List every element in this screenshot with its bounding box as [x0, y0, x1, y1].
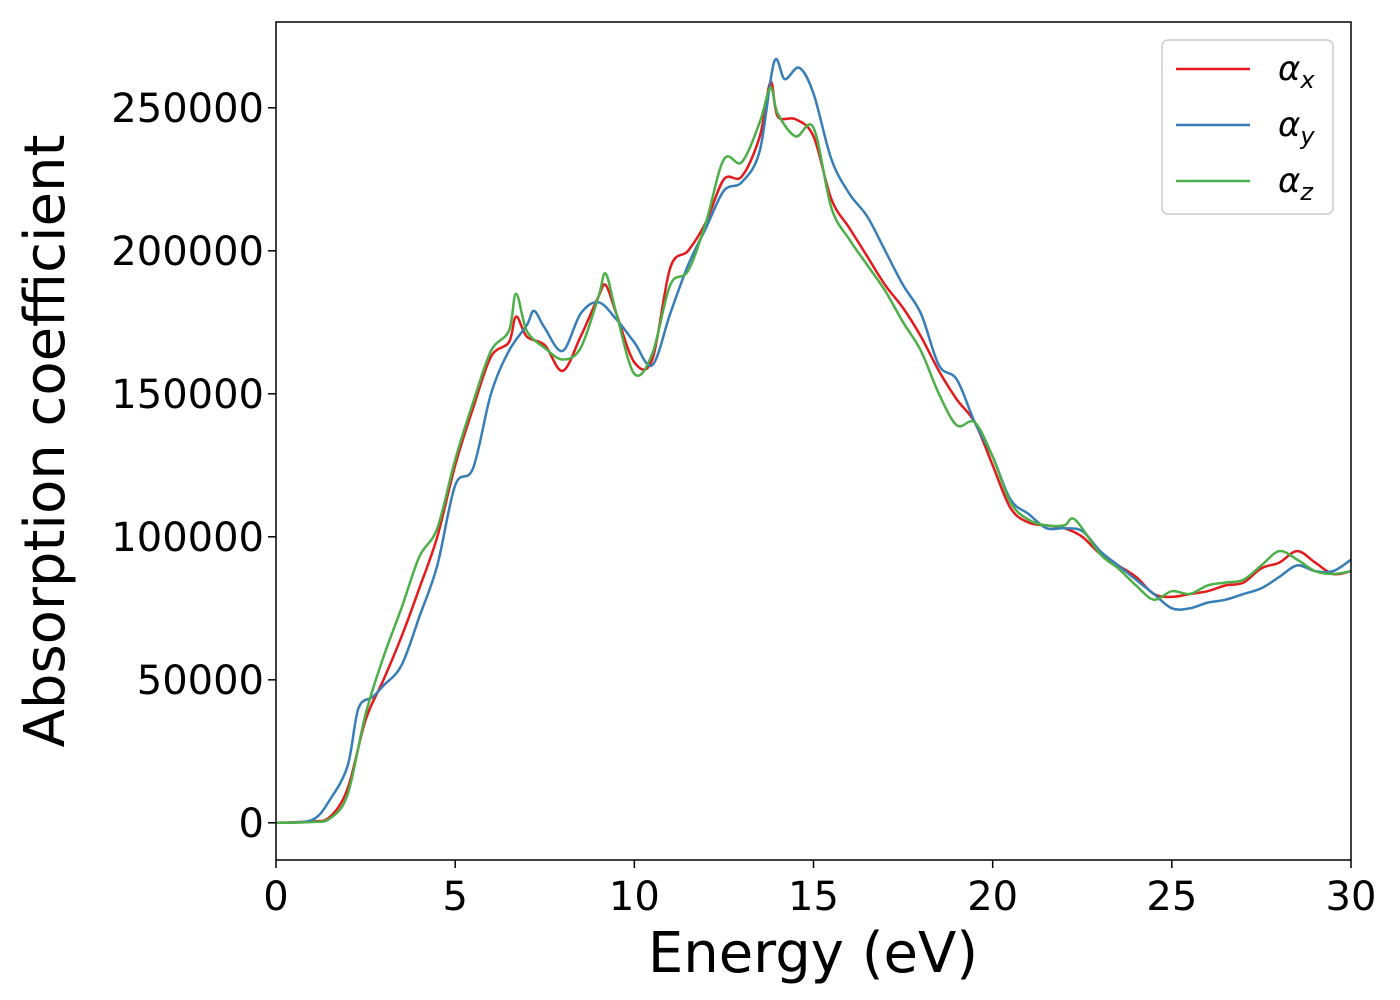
x-tick-label: 0 [263, 874, 288, 920]
x-axis-label: Energy (eV) [648, 921, 978, 986]
x-tick-label: 25 [1146, 874, 1197, 920]
series-line-y [275, 58, 1352, 825]
y-tick-label: 100000 [111, 515, 264, 561]
series-line-z [275, 86, 1352, 825]
y-axis: 0 50000 100000 150000 200000 250000 [111, 86, 276, 847]
x-tick-label: 10 [609, 874, 660, 920]
y-tick-label: 50000 [137, 658, 264, 704]
y-axis-label: Absorption coefficient [13, 135, 78, 748]
x-tick-label: 15 [788, 874, 839, 920]
y-tick-label: 250000 [111, 86, 264, 132]
x-tick-label: 5 [442, 874, 467, 920]
series-layer [275, 58, 1352, 825]
x-tick-label: 20 [967, 874, 1018, 920]
y-tick-label: 200000 [111, 229, 264, 275]
y-tick-label: 0 [239, 801, 264, 847]
y-tick-label: 150000 [111, 372, 264, 418]
series-line-x [275, 80, 1352, 825]
x-tick-label: 30 [1326, 874, 1377, 920]
x-axis: 0 5 10 15 20 25 30 [263, 860, 1376, 920]
legend-frame [1161, 39, 1334, 215]
